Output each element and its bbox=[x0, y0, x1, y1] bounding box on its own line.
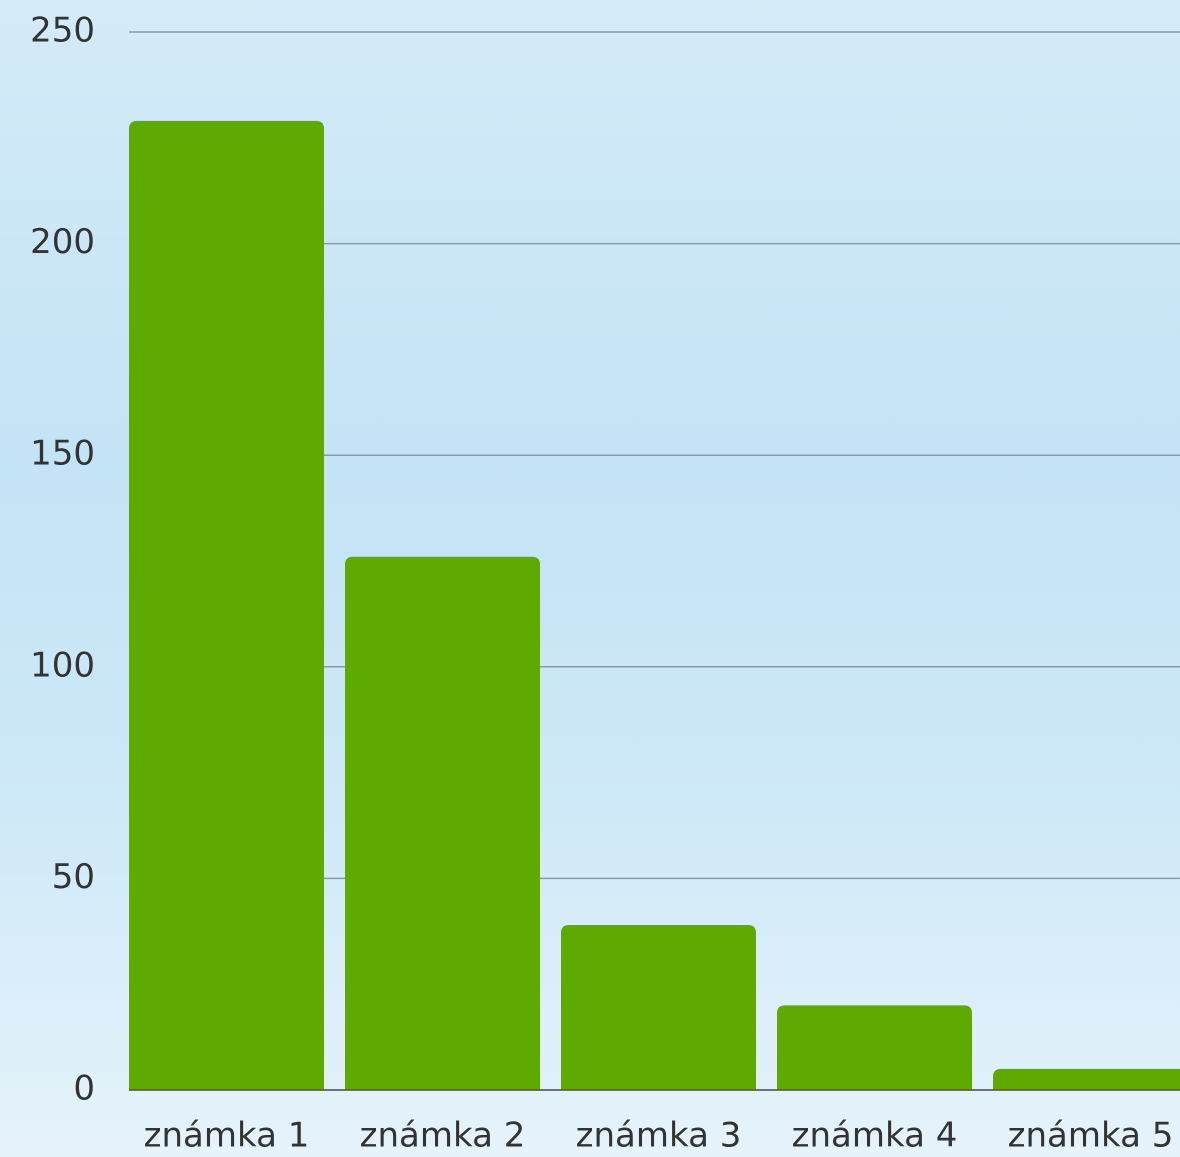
y-tick-label: 250 bbox=[30, 11, 95, 51]
x-tick-label: známka 2 bbox=[360, 1116, 526, 1156]
bar bbox=[993, 1068, 1180, 1090]
y-tick-label: 0 bbox=[73, 1069, 95, 1109]
x-tick-label: známka 1 bbox=[144, 1116, 310, 1156]
y-tick-label: 100 bbox=[30, 645, 95, 685]
bar bbox=[777, 1005, 972, 1090]
y-tick-label: 200 bbox=[30, 222, 95, 262]
x-tick-label: známka 3 bbox=[576, 1116, 742, 1156]
x-tick-label: známka 5 bbox=[1008, 1116, 1174, 1156]
y-tick-label: 150 bbox=[30, 434, 95, 474]
bar bbox=[561, 924, 756, 1090]
y-tick-label: 50 bbox=[52, 857, 95, 897]
bar bbox=[129, 120, 324, 1090]
bar bbox=[345, 556, 540, 1090]
x-tick-label: známka 4 bbox=[792, 1116, 958, 1156]
